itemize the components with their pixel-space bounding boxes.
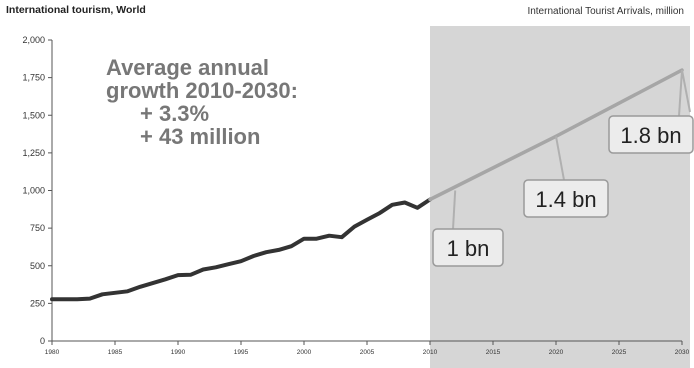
callout-box [608,115,694,154]
annotation-line-3: + 3.3% [140,101,210,126]
x-tick-label: 2020 [549,349,564,356]
chart-subtitle: International Tourist Arrivals, million [527,6,684,17]
x-tick-label: 1980 [45,349,60,356]
y-tick-label: 1,000 [22,186,45,196]
growth-annotation: Average annual growth 2010-2030: + 3.3% … [106,56,298,148]
callout-leader [555,136,565,181]
x-tick-label: 2005 [360,349,375,356]
x-tick-label: 2015 [486,349,501,356]
annotation-line-2: growth 2010-2030: [106,78,298,103]
annotation-line-4: + 43 million [140,124,261,149]
y-tick-label: 1,250 [22,148,45,158]
x-tick-label: 1995 [234,349,249,356]
callout-label: 1.8 bn [620,123,681,148]
x-tick-label: 1985 [108,349,123,356]
y-tick-label: 0 [40,336,45,346]
x-tick-label: 2010 [423,349,438,356]
callout-leader [681,69,691,113]
actual-series-line [50,197,432,302]
y-tick-label: 250 [30,298,45,308]
annotation-line-1: Average annual [106,55,270,80]
callout-label: 1 bn [447,236,490,261]
callout-label: 1.4 bn [535,187,596,212]
x-tick-label: 2025 [612,349,627,356]
x-tick-label: 2030 [675,349,690,356]
chart-title: International tourism, World [6,4,146,16]
y-tick-label: 750 [30,223,45,233]
x-tick-label: 1990 [171,349,186,356]
forecast-series-line [428,68,684,202]
y-tick-label: 2,000 [22,35,45,45]
y-tick-label: 500 [30,261,45,271]
callout-leader [452,190,457,230]
callout-leader [678,70,683,117]
y-tick-label: 1,500 [22,110,45,120]
callout-box [432,228,504,267]
callout-box [523,179,609,218]
y-tick-label: 1,750 [22,73,45,83]
x-tick-label: 2000 [297,349,312,356]
